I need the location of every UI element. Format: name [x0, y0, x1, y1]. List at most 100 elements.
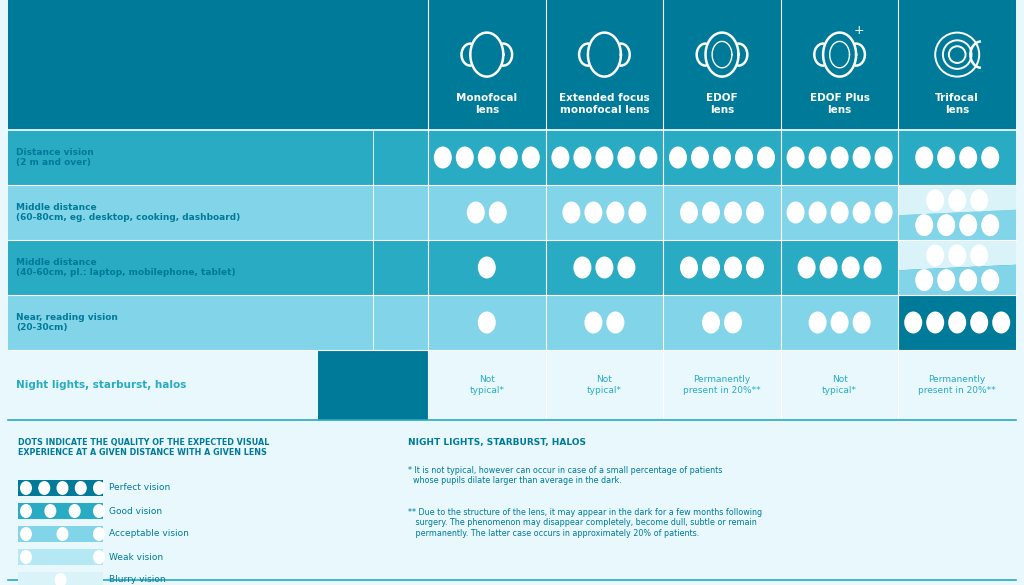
- Ellipse shape: [926, 190, 944, 211]
- Ellipse shape: [75, 481, 87, 495]
- Ellipse shape: [798, 256, 815, 278]
- Ellipse shape: [20, 481, 32, 495]
- Ellipse shape: [937, 269, 955, 291]
- Polygon shape: [898, 265, 1016, 295]
- Ellipse shape: [573, 256, 592, 278]
- Ellipse shape: [981, 214, 999, 236]
- Ellipse shape: [488, 201, 507, 223]
- Text: Distance vision
(2 m and over): Distance vision (2 m and over): [16, 148, 94, 167]
- Bar: [373, 295, 428, 350]
- Bar: [18, 480, 103, 496]
- Bar: [318, 130, 428, 185]
- Ellipse shape: [702, 256, 720, 278]
- Text: Weak vision: Weak vision: [109, 552, 163, 562]
- Text: Monofocal
lens: Monofocal lens: [457, 93, 517, 115]
- Polygon shape: [898, 240, 1016, 270]
- Ellipse shape: [478, 146, 496, 168]
- Text: EDOF
lens: EDOF lens: [707, 93, 738, 115]
- Ellipse shape: [786, 201, 805, 223]
- Ellipse shape: [93, 550, 105, 564]
- Ellipse shape: [874, 146, 893, 168]
- Ellipse shape: [970, 190, 988, 211]
- Text: Near, reading vision
(20-30cm): Near, reading vision (20-30cm): [16, 313, 118, 332]
- Text: NIGHT LIGHTS, STARBURST, HALOS: NIGHT LIGHTS, STARBURST, HALOS: [408, 438, 586, 447]
- Text: Not
typical*: Not typical*: [469, 376, 504, 395]
- Ellipse shape: [562, 201, 581, 223]
- Bar: [373, 130, 428, 185]
- Ellipse shape: [680, 201, 698, 223]
- Ellipse shape: [680, 256, 698, 278]
- Ellipse shape: [926, 311, 944, 333]
- Ellipse shape: [595, 256, 613, 278]
- Bar: [318, 240, 428, 295]
- Text: Night lights, starburst, halos: Night lights, starburst, halos: [16, 380, 186, 390]
- Text: Acceptable vision: Acceptable vision: [109, 529, 188, 539]
- Ellipse shape: [937, 146, 955, 168]
- Text: Blurry vision: Blurry vision: [109, 576, 166, 584]
- Text: Trifocal
lens: Trifocal lens: [935, 93, 979, 115]
- Text: Good vision: Good vision: [109, 507, 162, 515]
- Ellipse shape: [93, 481, 105, 495]
- Ellipse shape: [467, 201, 484, 223]
- Text: Permanently
present in 20%**: Permanently present in 20%**: [683, 376, 761, 395]
- Ellipse shape: [970, 311, 988, 333]
- Ellipse shape: [522, 146, 540, 168]
- Ellipse shape: [948, 190, 967, 211]
- Ellipse shape: [702, 201, 720, 223]
- Ellipse shape: [981, 269, 999, 291]
- Bar: [318, 240, 373, 295]
- Ellipse shape: [959, 214, 977, 236]
- Ellipse shape: [842, 256, 859, 278]
- Text: Not
typical*: Not typical*: [822, 376, 857, 395]
- Bar: [18, 572, 103, 585]
- Bar: [18, 503, 103, 519]
- Ellipse shape: [809, 311, 826, 333]
- Ellipse shape: [830, 146, 849, 168]
- Ellipse shape: [853, 201, 870, 223]
- Text: Perfect vision: Perfect vision: [109, 483, 170, 493]
- Ellipse shape: [93, 504, 105, 518]
- Text: EDOF Plus
lens: EDOF Plus lens: [810, 93, 869, 115]
- Bar: [8, 130, 1016, 185]
- Ellipse shape: [948, 311, 967, 333]
- Ellipse shape: [500, 146, 518, 168]
- Ellipse shape: [959, 146, 977, 168]
- Ellipse shape: [853, 146, 870, 168]
- Ellipse shape: [585, 311, 602, 333]
- Ellipse shape: [948, 245, 967, 266]
- Text: * It is not typical, however can occur in case of a small percentage of patients: * It is not typical, however can occur i…: [408, 466, 722, 486]
- Ellipse shape: [970, 245, 988, 266]
- Ellipse shape: [585, 201, 602, 223]
- Ellipse shape: [904, 311, 923, 333]
- Bar: [8, 420, 1016, 585]
- Ellipse shape: [915, 214, 933, 236]
- Polygon shape: [898, 185, 1016, 215]
- Bar: [318, 130, 373, 185]
- Ellipse shape: [456, 146, 474, 168]
- Bar: [18, 526, 103, 542]
- Ellipse shape: [819, 256, 838, 278]
- Ellipse shape: [617, 256, 636, 278]
- Ellipse shape: [478, 311, 496, 333]
- Ellipse shape: [629, 201, 646, 223]
- Ellipse shape: [746, 256, 764, 278]
- Text: DOTS INDICATE THE QUALITY OF THE EXPECTED VISUAL
EXPERIENCE AT A GIVEN DISTANCE : DOTS INDICATE THE QUALITY OF THE EXPECTE…: [18, 438, 269, 457]
- Bar: [8, 0, 1016, 130]
- Bar: [898, 295, 1016, 350]
- Ellipse shape: [93, 527, 105, 541]
- Ellipse shape: [20, 504, 32, 518]
- Bar: [373, 185, 428, 240]
- Bar: [318, 295, 428, 350]
- Text: ** Due to the structure of the lens, it may appear in the dark for a few months : ** Due to the structure of the lens, it …: [408, 508, 762, 538]
- Ellipse shape: [20, 550, 32, 564]
- Bar: [373, 240, 428, 295]
- Ellipse shape: [669, 146, 687, 168]
- Ellipse shape: [478, 256, 496, 278]
- Ellipse shape: [38, 481, 50, 495]
- Ellipse shape: [691, 146, 709, 168]
- Ellipse shape: [54, 573, 67, 585]
- Bar: [8, 350, 1016, 420]
- Ellipse shape: [926, 245, 944, 266]
- Ellipse shape: [606, 201, 625, 223]
- Ellipse shape: [809, 146, 826, 168]
